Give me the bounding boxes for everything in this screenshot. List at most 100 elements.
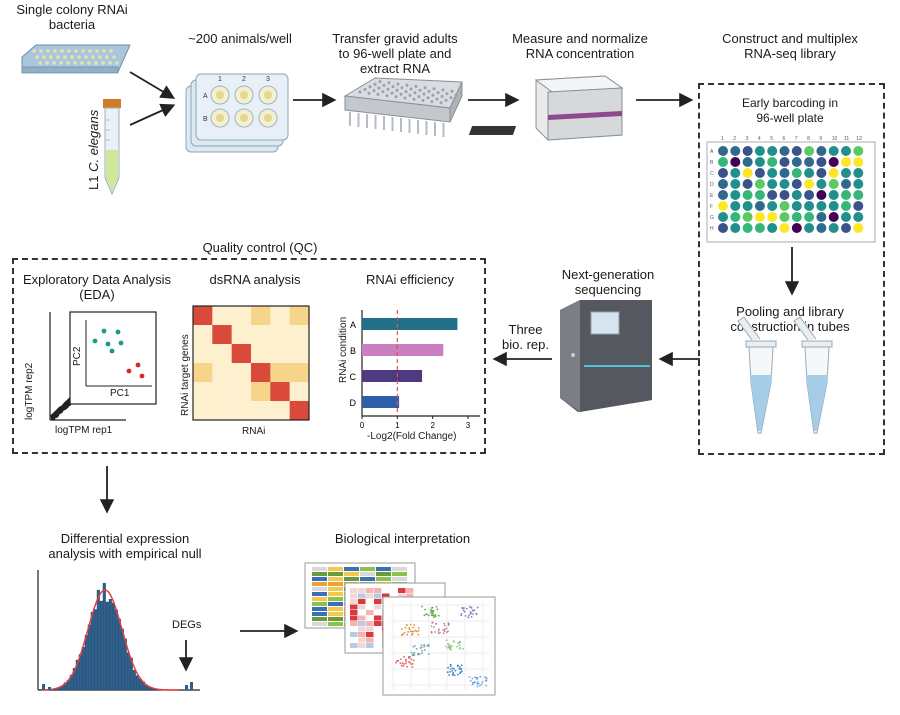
hist-bar xyxy=(108,599,112,691)
cluster-point xyxy=(485,677,488,679)
bacteria-colony xyxy=(60,49,64,53)
bacteria-colony xyxy=(39,49,43,53)
cluster-point xyxy=(411,663,414,665)
six-well-col-label: 3 xyxy=(266,76,270,83)
barcode-well xyxy=(841,168,851,178)
cluster-point xyxy=(431,612,434,615)
annotation-cell xyxy=(312,612,327,616)
plate-hole xyxy=(368,85,372,89)
annotation-cell xyxy=(328,582,343,586)
cluster-point xyxy=(450,668,452,670)
barcode-well xyxy=(853,157,864,167)
empirical-null-histogram xyxy=(37,570,200,691)
annotation-cell xyxy=(344,572,359,576)
pca-point-control xyxy=(118,340,124,346)
heatmap-cell xyxy=(231,306,252,326)
cluster-point xyxy=(431,606,434,609)
barcode-row-label: H xyxy=(710,226,714,232)
plate-hole xyxy=(459,90,463,94)
barcode-well xyxy=(767,190,778,200)
cluster-point xyxy=(411,653,414,656)
dsrna-xlabel: RNAi xyxy=(242,426,266,437)
barcode-well xyxy=(754,223,765,233)
plate-hole xyxy=(423,86,427,90)
cluster-point xyxy=(417,629,420,632)
cluster-point xyxy=(400,628,403,630)
cluster-point xyxy=(395,659,398,662)
barcode-well xyxy=(828,179,839,189)
cluster-point xyxy=(469,610,472,613)
label-animals: ~200 animals/well xyxy=(188,31,292,46)
plate-hole xyxy=(378,80,382,84)
expression-cell xyxy=(358,637,366,643)
bacteria-colony xyxy=(102,49,106,53)
label-eda: Exploratory Data Analysis (EDA) xyxy=(22,272,172,302)
plate-hole xyxy=(422,92,426,96)
cluster-point xyxy=(464,614,467,617)
cluster-point xyxy=(408,657,410,660)
cluster-point xyxy=(462,647,464,650)
cluster-point xyxy=(395,661,397,664)
annotation-cell xyxy=(328,602,343,606)
six-well-labels: 1 2 3 A B xyxy=(203,76,270,123)
cluster-point xyxy=(430,630,433,633)
cluster-point xyxy=(479,684,481,687)
cluster-point xyxy=(407,631,410,633)
barcode-well xyxy=(804,212,815,222)
qc-box xyxy=(12,258,486,454)
barcode-well xyxy=(779,157,790,167)
cluster-point xyxy=(476,678,478,681)
barcode-well xyxy=(791,179,802,189)
cluster-point xyxy=(473,681,476,684)
plate-hole xyxy=(358,90,362,94)
heatmap-border xyxy=(192,305,310,421)
bacteria-colony xyxy=(66,61,70,65)
cluster-point xyxy=(470,606,473,609)
cluster-point xyxy=(432,614,435,617)
cluster-point xyxy=(401,662,404,665)
bacteria-colony xyxy=(42,55,46,59)
cluster-point xyxy=(468,605,471,608)
barcode-row-label: B xyxy=(710,160,714,166)
bacteria-colony xyxy=(112,55,116,59)
barcode-well xyxy=(767,146,778,156)
cluster-point xyxy=(431,610,434,613)
hist-bar xyxy=(117,618,121,691)
heatmap-cell xyxy=(193,306,213,326)
cluster-point xyxy=(479,675,482,678)
barcode-well xyxy=(742,201,753,211)
barcode-col-label: 1 xyxy=(721,136,724,142)
eda-point xyxy=(55,409,60,413)
cluster-point xyxy=(420,605,423,608)
rnai-category-label: B xyxy=(350,346,356,356)
expression-cell xyxy=(366,632,374,637)
hist-bar xyxy=(105,601,109,691)
bacteria-colony xyxy=(67,49,71,53)
barcode-well xyxy=(853,179,864,189)
barcode-well xyxy=(767,223,778,233)
bacteria-colony xyxy=(101,61,105,65)
plate-hole xyxy=(445,92,449,96)
expression-cell xyxy=(366,621,374,626)
pca-point-treated xyxy=(135,362,141,368)
expression-cell xyxy=(350,621,358,626)
expression-cell xyxy=(366,615,374,621)
barcode-well xyxy=(730,190,741,200)
cluster-point xyxy=(437,628,440,631)
cluster-point xyxy=(464,610,466,613)
plate-hole xyxy=(449,96,453,100)
barcode-well xyxy=(742,146,753,156)
barcode-well xyxy=(730,157,741,167)
heatmap-cell xyxy=(212,344,232,364)
cluster-point xyxy=(399,658,402,661)
barcode-well xyxy=(730,146,741,156)
cluster-point xyxy=(418,653,421,656)
barcode-well xyxy=(754,157,765,167)
barcode-well xyxy=(779,223,790,233)
cluster-point xyxy=(425,613,427,616)
cluster-point xyxy=(397,659,400,662)
annotation-cell xyxy=(328,577,343,581)
expression-cell xyxy=(350,599,358,604)
annotation-cell xyxy=(392,577,407,581)
